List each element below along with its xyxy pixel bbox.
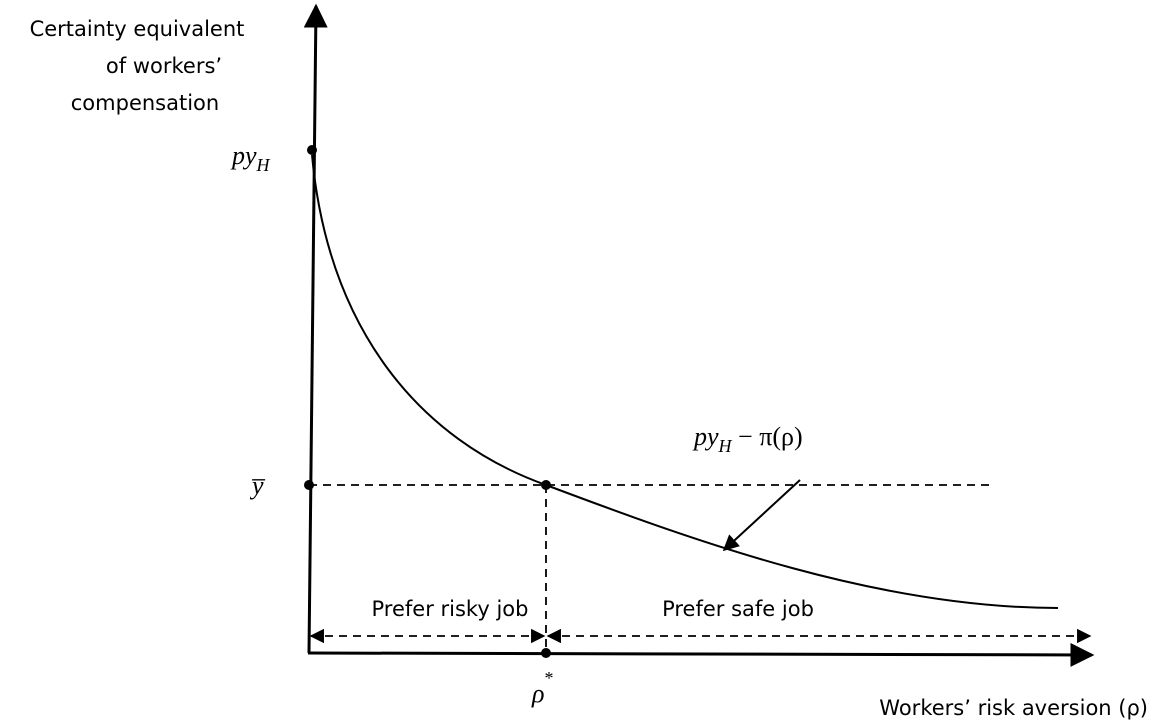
y-axis-label: of workers’ [106,54,222,78]
x-axis [307,642,1095,667]
threshold-label: ρ* [531,668,553,708]
label-sub: H [718,436,733,456]
curve-label: pyH − π(ρ) [692,422,803,456]
label-base: py [692,422,719,451]
point-label: y̅ [249,471,265,500]
point-label: pyH [230,141,271,175]
y-axis-label: compensation [71,91,219,115]
x-axis-label: Workers’ risk aversion (ρ) [879,696,1148,720]
curve [311,154,1059,609]
point [307,145,317,155]
region-label: Prefer safe job [662,597,814,621]
axes [303,3,1095,667]
label-arrow [722,479,801,552]
point [541,648,551,658]
label-sup: * [544,668,553,688]
region-label: Prefer risky job [372,597,529,621]
point [541,480,551,490]
label-rest: − π(ρ) [732,422,803,451]
point [304,480,314,490]
y-axis-label: Certainty equivalent [30,17,245,41]
y-axis [303,3,328,654]
points [304,145,551,658]
label-base: ρ [531,679,544,708]
label-base: py [230,141,257,170]
label-sub: H [256,155,271,175]
